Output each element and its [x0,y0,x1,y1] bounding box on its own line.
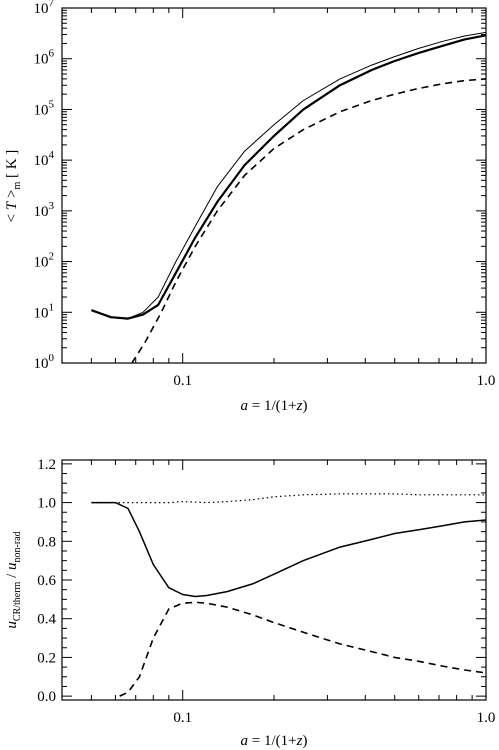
temperature-y-tick-label: 105 [34,98,55,118]
temperature-series-solid-thick-line [91,34,486,320]
energy-ratio-y-axis-label: uCR/therm / unon-rad [4,531,23,628]
energy-ratio-y-tick-label: 1.2 [37,457,56,473]
energy-ratio-series [91,493,486,697]
energy-ratio-y-tick-label: 0.4 [37,612,56,628]
temperature-y-tick-label: 100 [34,352,55,372]
temperature-panel: 0.1 1.0 100 101 102 103 104 105 106 107 a = 1/(1+… [4,0,495,414]
temperature-x-axis-label: a = 1/(1+z) [241,398,308,414]
energy-ratio-series-solid-line [91,501,486,598]
energy-ratio-axis-ticks: 0.1 1.0 0.0 0.2 0.4 0.6 0.8 1.0 1.2 [37,457,495,726]
temperature-plot-frame [61,7,487,364]
energy-ratio-series-dotted-line [91,493,486,504]
temperature-x-tick-label: 0.1 [173,373,192,389]
temperature-y-axis-label: < T >m [ K ] [4,150,23,223]
energy-ratio-plot-frame [61,459,487,701]
temperature-y-tick-label: 104 [34,149,55,169]
temperature-series-dashed-line [131,78,486,363]
energy-ratio-x-tick-label: 0.1 [173,710,192,726]
energy-ratio-y-tick-label: 0.6 [37,573,56,589]
temperature-y-tick-label: 106 [34,48,55,68]
energy-ratio-series-dashed-line [119,601,486,697]
energy-ratio-y-tick-label: 0.8 [37,534,56,550]
energy-ratio-panel: 0.1 1.00.00.20.40.60.81.01.2 a = 1/(1+z) … [4,457,495,749]
temperature-y-tick-label: 102 [34,251,55,271]
temperature-series-solid-thin-line [91,31,486,320]
temperature-series [91,31,486,363]
energy-ratio-y-tick-label: 0.2 [37,650,56,666]
energy-ratio-y-tick-label: 0.0 [37,689,56,705]
energy-ratio-y-tick-label: 1.0 [37,496,56,512]
energy-ratio-x-tick-label: 1.0 [477,710,496,726]
temperature-x-tick-label: 1.0 [477,373,496,389]
energy-ratio-x-axis-label: a = 1/(1+z) [241,733,308,749]
temperature-axis-ticks: 0.1 1.0 100 101 102 103 104 105 106 107 [34,0,496,389]
temperature-y-tick-label: 107 [34,0,55,17]
temperature-y-tick-label: 101 [34,301,55,321]
temperature-y-tick-label: 103 [34,200,55,220]
